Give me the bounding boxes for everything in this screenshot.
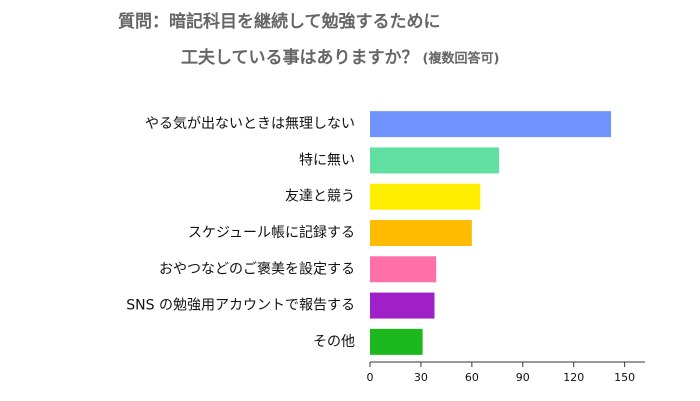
bar (370, 183, 481, 210)
y-tick-label: スケジュール帳に記録する (188, 224, 355, 241)
bar (370, 328, 423, 355)
x-tick-label: 90 (516, 371, 530, 384)
chart-title: 質問：暗記科目を継続して勉強するために (118, 11, 441, 32)
bar (370, 111, 612, 138)
x-tick-label: 30 (414, 371, 428, 384)
y-tick-label: 特に無い (299, 152, 355, 168)
title-note: (複数回答可) (423, 51, 500, 67)
x-tick-label: 0 (367, 371, 374, 384)
y-tick-label: おやつなどのご褒美を設定する (159, 261, 355, 277)
bar (370, 220, 472, 246)
y-tick-label: その他 (313, 334, 355, 350)
y-tick-label: やる気が出ないときは無理しない (145, 116, 355, 132)
bar (370, 292, 435, 319)
chart-title: 工夫している事はありますか？ (181, 47, 419, 68)
x-tick-label: 150 (614, 371, 635, 384)
y-tick-label: 友達と競う (285, 189, 355, 205)
bar (370, 147, 500, 174)
x-tick-label: 120 (563, 371, 584, 384)
x-tick-label: 60 (465, 371, 479, 384)
bar (370, 256, 437, 283)
y-tick-label: SNS の勉強用アカウントで報告する (126, 298, 355, 314)
